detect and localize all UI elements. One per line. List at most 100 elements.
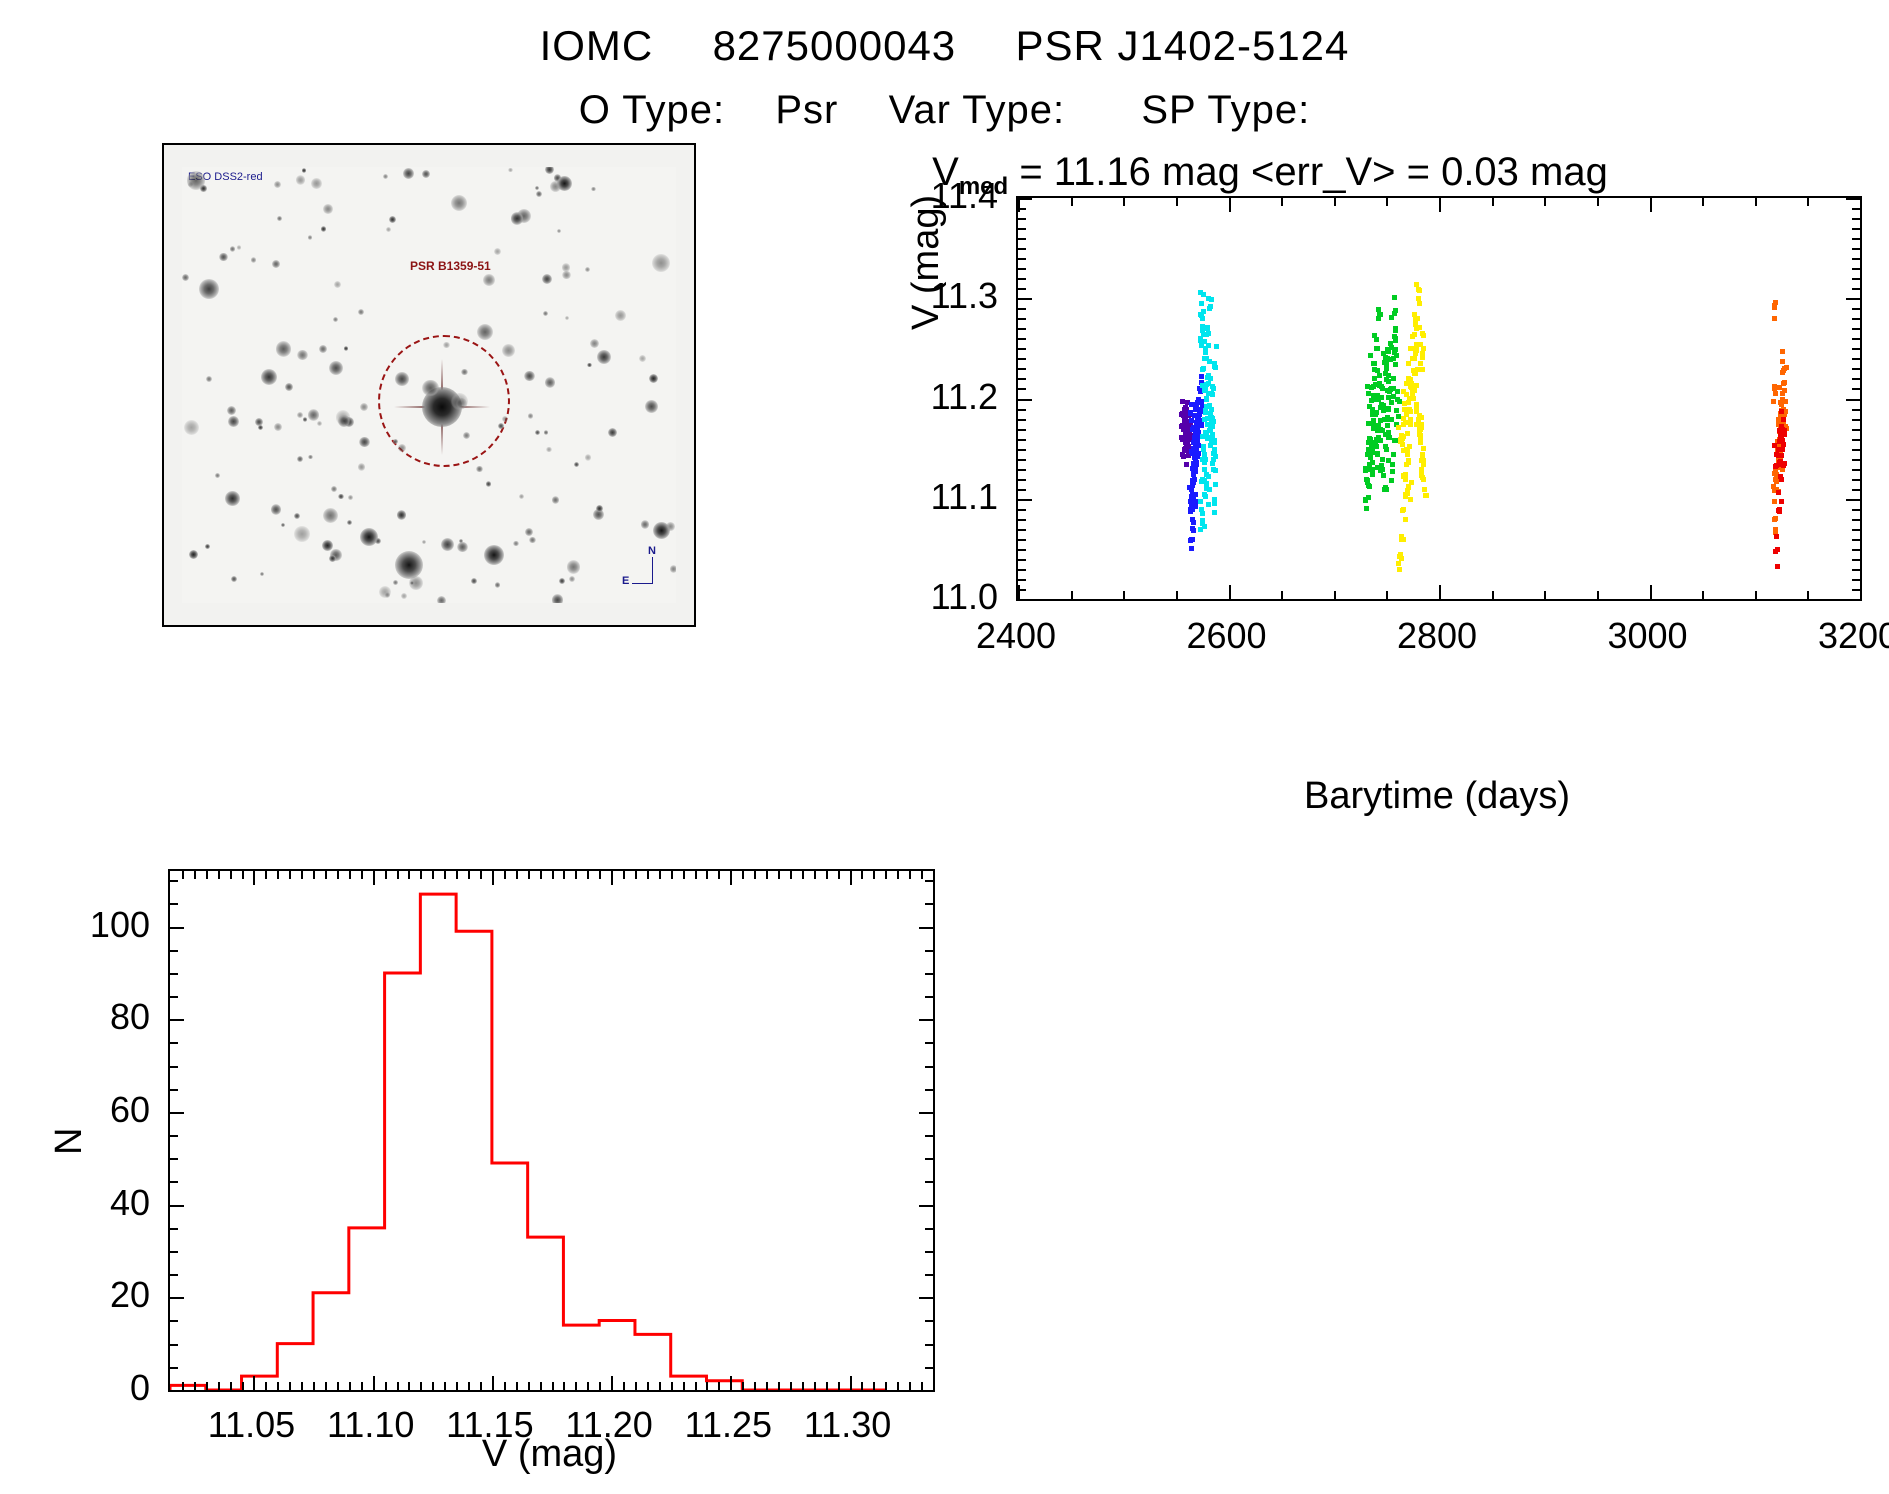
scatter-point	[1182, 435, 1188, 441]
scatter-point	[1192, 504, 1198, 510]
scatter-point	[1771, 316, 1777, 322]
histogram-x-minor-tick	[527, 871, 530, 879]
field-star	[544, 167, 555, 175]
scatter-x-minor-tick	[1754, 198, 1757, 206]
var-type-label: Var Type:	[888, 88, 1066, 132]
field-star	[593, 508, 605, 520]
histogram-x-minor-tick	[837, 1382, 840, 1390]
scatter-point	[1190, 477, 1196, 483]
scatter-point	[1210, 456, 1216, 462]
scatter-point	[1415, 296, 1421, 302]
histogram-x-tick	[849, 1376, 852, 1390]
histogram-y-minor-tick	[170, 1065, 178, 1068]
scatter-point	[1385, 431, 1391, 437]
field-star	[508, 167, 514, 173]
field-star	[441, 538, 455, 552]
scatter-point	[1779, 349, 1785, 355]
field-star	[591, 187, 596, 192]
scatter-y-tick	[1018, 498, 1032, 501]
scatter-point	[1393, 421, 1399, 427]
field-star	[597, 350, 611, 365]
scatter-x-minor-tick	[1754, 591, 1757, 599]
scatter-point	[1377, 417, 1383, 423]
scatter-plot	[1016, 196, 1862, 601]
scatter-point	[1202, 416, 1208, 422]
scatter-y-tick	[1846, 198, 1860, 200]
histogram-y-minor-tick	[925, 1320, 933, 1323]
scatter-point	[1375, 422, 1381, 428]
histogram-x-minor-tick	[897, 871, 900, 879]
scatter-y-tick-label: 11.0	[930, 576, 998, 617]
scatter-point	[1394, 396, 1400, 402]
scatter-y-minor-tick	[1018, 358, 1026, 361]
scatter-point	[1397, 554, 1403, 560]
field-star	[564, 315, 569, 320]
scatter-point	[1199, 479, 1204, 485]
scatter-point	[1390, 356, 1396, 362]
sp-type-label: SP Type:	[1141, 88, 1311, 132]
field-star	[485, 481, 492, 487]
scatter-point	[1780, 370, 1786, 376]
scatter-point	[1199, 517, 1205, 523]
scatter-y-minor-tick	[1852, 468, 1860, 471]
scatter-point	[1395, 413, 1401, 419]
histogram-y-minor-tick	[925, 996, 933, 999]
scatter-point	[1401, 389, 1407, 395]
compass-east-line	[632, 583, 653, 584]
scatter-x-minor-tick	[1491, 591, 1494, 599]
scatter-point	[1211, 446, 1217, 452]
histogram-x-minor-tick	[241, 1382, 244, 1390]
scatter-x-minor-tick	[1544, 198, 1547, 206]
scatter-y-minor-tick	[1018, 568, 1026, 571]
field-star	[297, 455, 304, 462]
scatter-point	[1188, 499, 1194, 505]
field-star-bright	[484, 545, 504, 565]
field-star	[280, 523, 285, 528]
scatter-point	[1182, 446, 1188, 452]
scatter-point	[1415, 416, 1421, 422]
field-star	[332, 317, 338, 323]
scatter-x-minor-tick	[1070, 198, 1073, 206]
field-star	[333, 280, 342, 288]
field-star	[218, 252, 228, 262]
histogram-y-tick	[919, 926, 933, 929]
scatter-point	[1369, 406, 1375, 412]
scatter-x-tick	[1649, 585, 1652, 599]
scatter-x-minor-tick	[1175, 591, 1178, 599]
field-star	[359, 436, 370, 448]
scatter-point	[1392, 307, 1398, 313]
scatter-point	[1391, 295, 1397, 301]
scatter-x-tick-label: 2800	[1396, 615, 1478, 656]
histogram-x-minor-tick	[539, 1382, 542, 1390]
field-star	[384, 592, 391, 598]
scatter-point	[1208, 297, 1214, 303]
scatter-point	[1419, 458, 1425, 464]
scatter-point	[1199, 383, 1205, 389]
histogram-x-tick	[372, 871, 375, 885]
scatter-point	[1398, 533, 1404, 539]
field-star	[422, 379, 440, 397]
scatter-point	[1400, 436, 1406, 442]
scatter-point	[1362, 497, 1368, 503]
scatter-point	[1413, 281, 1419, 287]
field-star	[524, 527, 534, 537]
scatter-point	[1391, 375, 1397, 381]
scatter-point	[1391, 394, 1397, 400]
histogram-x-tick-label: 11.25	[684, 1404, 773, 1445]
scatter-point	[1190, 520, 1196, 526]
field-star	[346, 519, 353, 525]
scatter-point	[1191, 498, 1197, 504]
scatter-point	[1414, 347, 1420, 353]
scatter-point	[1178, 434, 1184, 440]
scatter-y-minor-tick	[1852, 448, 1860, 451]
scatter-y-minor-tick	[1852, 578, 1860, 581]
field-star	[255, 418, 264, 426]
histogram-y-minor-tick	[925, 1065, 933, 1068]
histogram-x-minor-tick	[479, 1382, 482, 1390]
scatter-point	[1774, 546, 1780, 552]
scatter-point	[1199, 374, 1205, 380]
scatter-point	[1211, 437, 1217, 443]
scatter-point	[1384, 422, 1390, 428]
scatter-point	[1206, 486, 1212, 492]
histogram-x-minor-tick	[336, 1382, 339, 1390]
